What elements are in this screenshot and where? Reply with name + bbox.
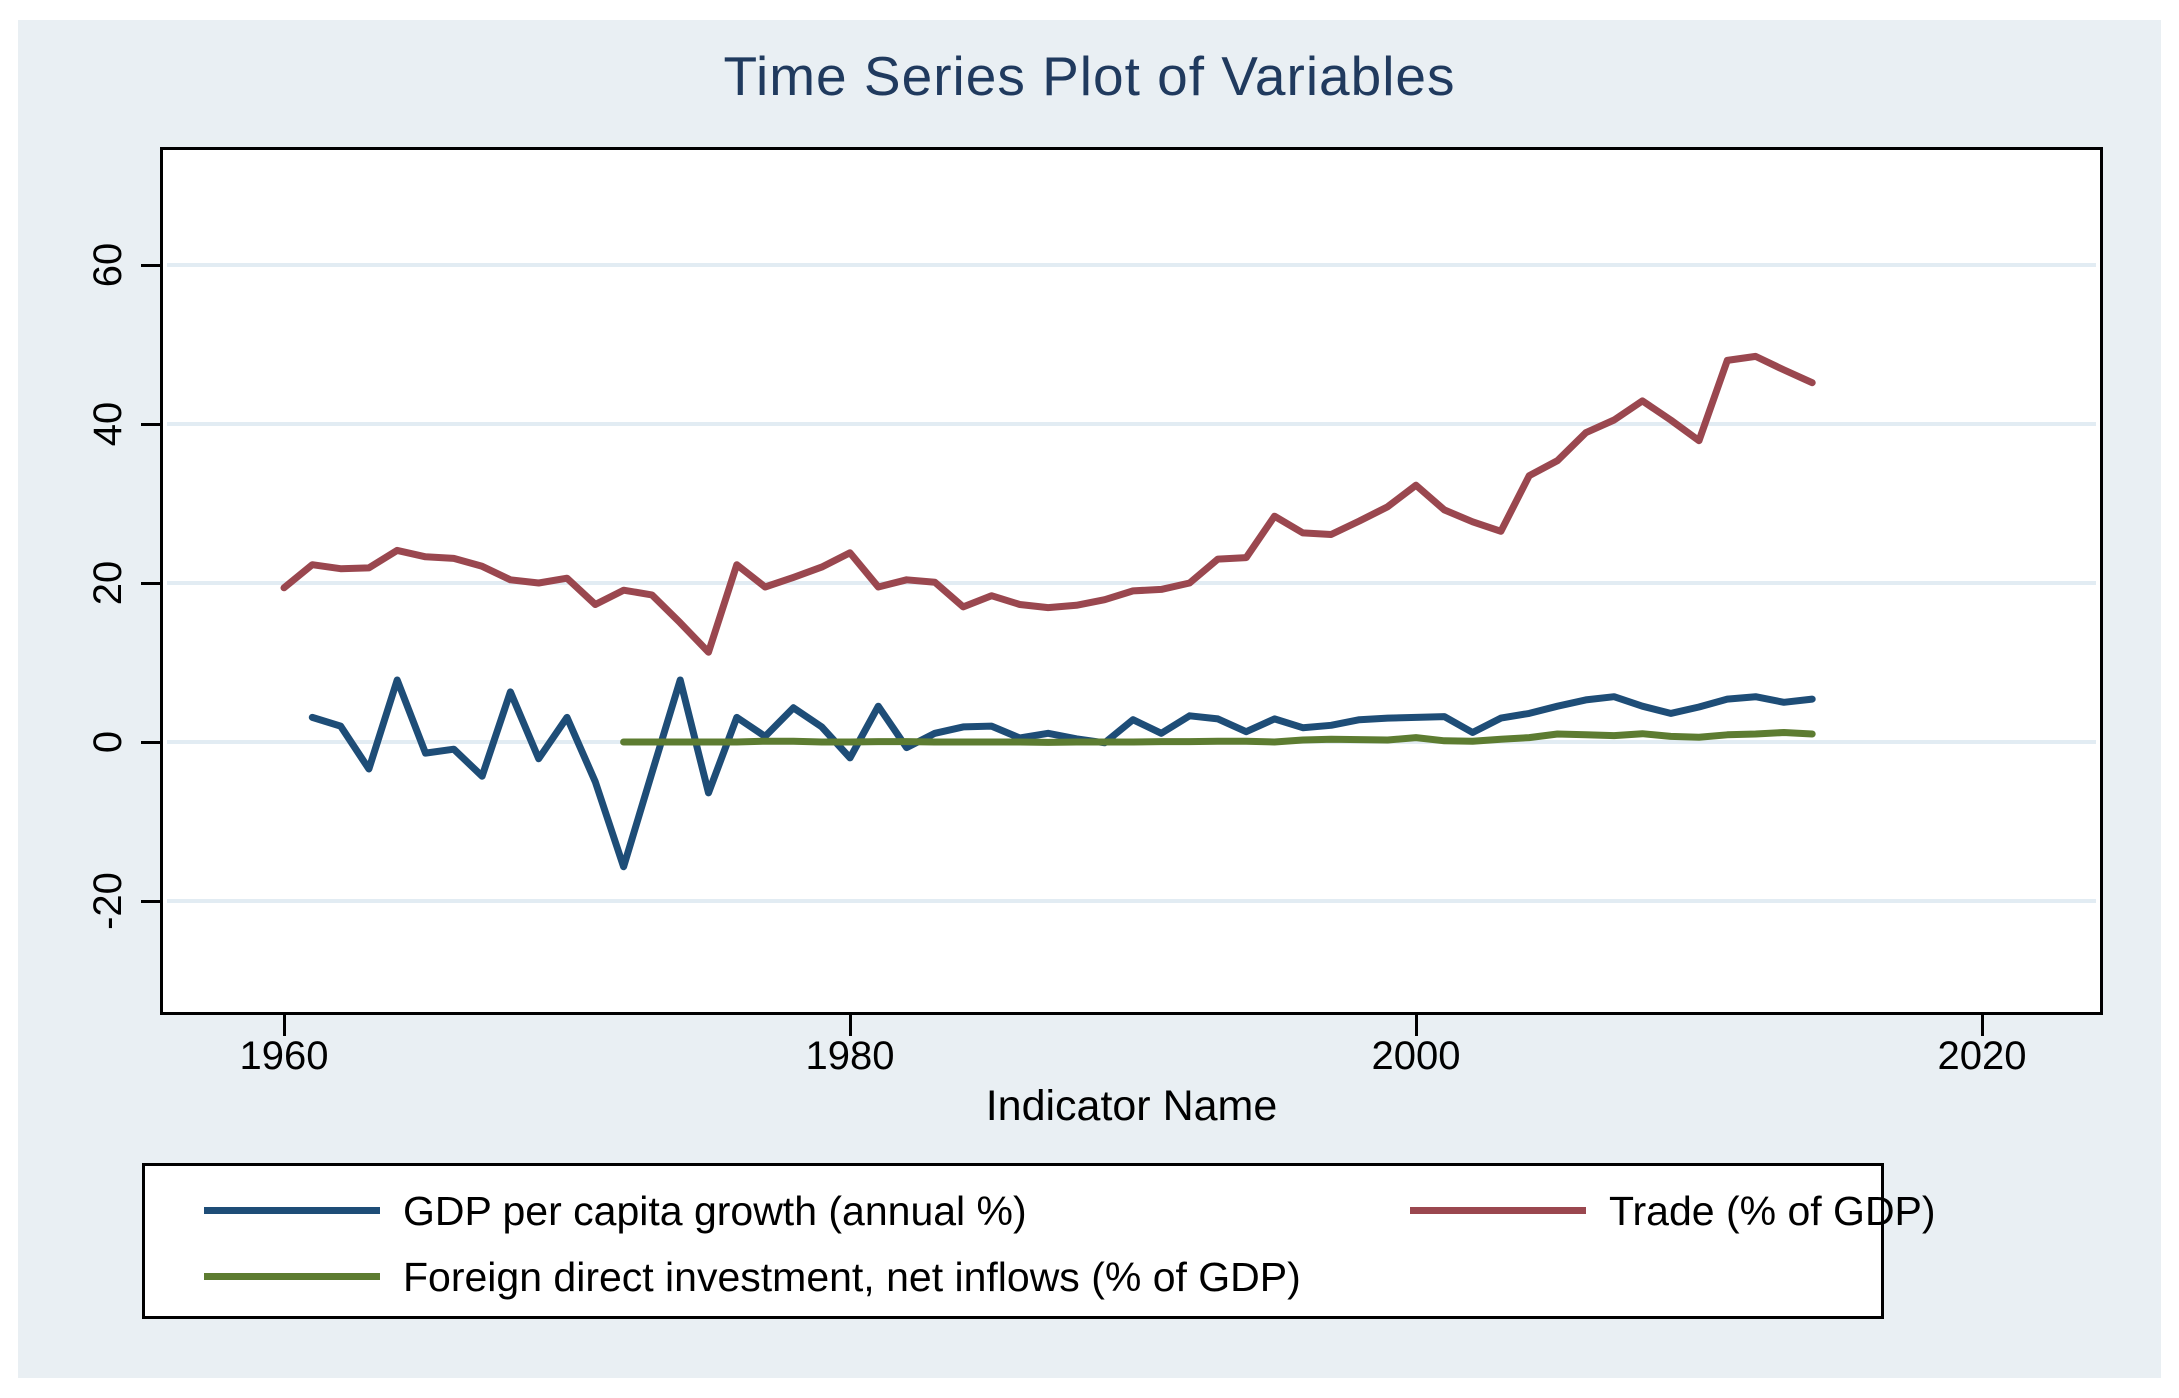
- legend-label: Foreign direct investment, net inflows (…: [403, 1254, 1301, 1300]
- legend-label: GDP per capita growth (annual %): [403, 1188, 1027, 1234]
- series-line-2: [620, 729, 1816, 746]
- y-tick-mark: [141, 422, 163, 426]
- legend-label: Trade (% of GDP): [1609, 1188, 1936, 1234]
- y-tick-mark: [141, 581, 163, 585]
- plot-area: [160, 147, 2103, 1015]
- x-tick-label: 2000: [1371, 1034, 1461, 1078]
- legend-line-sample-maroon: [1410, 1207, 1586, 1214]
- x-tick-label: 1960: [239, 1034, 329, 1078]
- x-tick-label: 1980: [805, 1034, 895, 1078]
- series-line-1: [280, 352, 1816, 656]
- y-tick-label: 0: [85, 730, 130, 754]
- legend-line-sample-olive: [204, 1273, 380, 1280]
- x-tick-mark: [848, 1012, 852, 1036]
- x-tick-label: 2020: [1937, 1034, 2027, 1078]
- y-tick-label: -20: [85, 872, 130, 930]
- y-tick-label: 60: [85, 242, 130, 288]
- y-tick-mark: [141, 899, 163, 903]
- legend-line-sample-navy: [204, 1207, 380, 1214]
- x-axis-title: Indicator Name: [985, 1082, 1278, 1130]
- y-tick-label: 40: [85, 401, 130, 447]
- x-tick-mark: [282, 1012, 286, 1036]
- chart-title: Time Series Plot of Variables: [723, 45, 1456, 107]
- y-tick-mark: [141, 263, 163, 267]
- time-series-plot: [167, 263, 2096, 903]
- series-line-0: [308, 676, 1816, 871]
- x-tick-mark: [1414, 1012, 1418, 1036]
- x-tick-mark: [1980, 1012, 1984, 1036]
- y-tick-label: 20: [85, 560, 130, 606]
- y-tick-mark: [141, 740, 163, 744]
- legend: GDP per capita growth (annual %) Trade (…: [142, 1163, 1936, 1319]
